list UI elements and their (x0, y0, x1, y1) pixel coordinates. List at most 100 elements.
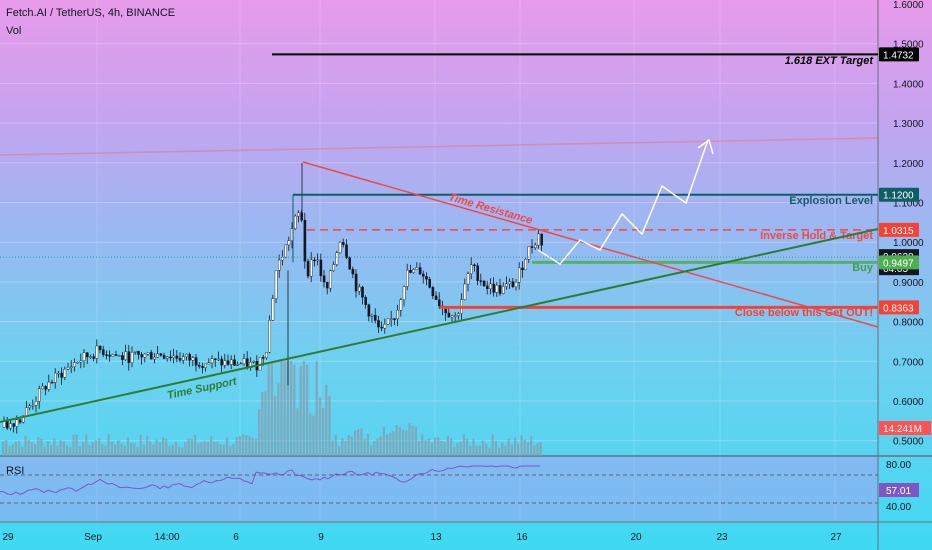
candle-body (383, 324, 387, 329)
volume-bar (171, 444, 174, 456)
candle-body (537, 233, 540, 246)
candle-body (185, 354, 188, 357)
volume-bar (472, 438, 475, 456)
candle-body (508, 281, 512, 285)
candle-body (188, 354, 192, 361)
candle-body (377, 320, 380, 328)
volume-bar (299, 366, 302, 456)
y-tick-label: 1.1000 (893, 199, 924, 210)
candle-body (303, 219, 307, 262)
y-tick-label: 1.4000 (893, 79, 924, 90)
countdown-value: 04:05 (883, 264, 908, 275)
buy-price-tag: 0.9497 (883, 258, 914, 269)
candle-body (101, 349, 105, 355)
volume-bar (296, 408, 299, 456)
candle-body (262, 357, 265, 359)
x-tick-label: 27 (830, 532, 842, 543)
candle-body (95, 345, 99, 359)
volume-bar (270, 361, 273, 456)
candle-body (361, 286, 364, 298)
volume-bar (158, 442, 161, 456)
y-tick-label: 1.3000 (893, 119, 924, 130)
volume-bar (18, 440, 21, 456)
rsi-line (0, 465, 540, 495)
candle-body (530, 246, 534, 248)
volume-bar (168, 446, 171, 456)
candle-body (12, 423, 16, 427)
candle-body (201, 366, 204, 368)
candle-body (76, 361, 79, 364)
candle-body (54, 372, 57, 383)
volume-bar (37, 437, 40, 456)
candle-body (114, 354, 118, 356)
volume-bar (123, 445, 126, 456)
symbol-title: Fetch.AI / TetherUS, 4h, BINANCE (6, 7, 176, 19)
volume-bar (117, 440, 120, 456)
candle-body (85, 352, 89, 358)
volume-bar (488, 447, 491, 456)
candle-body (473, 264, 476, 267)
volume-bar (242, 434, 245, 456)
volume-bar (261, 392, 264, 456)
volume-tag-bg (879, 421, 931, 435)
candle-body (351, 268, 355, 275)
volume-bar (446, 435, 449, 456)
inverse-hold-label: Inverse Hold & Target (760, 230, 873, 242)
volume-bars (2, 361, 542, 456)
projection-path (537, 139, 709, 265)
volume-bar (334, 434, 337, 456)
volume-bar (219, 444, 222, 456)
volume-bar (338, 445, 341, 456)
volume-bar (395, 425, 398, 456)
volume-bar (309, 413, 312, 456)
volume-bar (235, 437, 238, 456)
x-tick-label: 16 (516, 532, 528, 543)
volume-bar (94, 440, 97, 456)
candle-body (159, 353, 163, 356)
volume-bar (248, 435, 251, 456)
candle-body (50, 381, 54, 384)
candle-body (82, 352, 86, 361)
volume-bar (450, 437, 453, 456)
target-label: 1.618 EXT Target (785, 55, 875, 67)
candle-body (466, 273, 470, 285)
candle-body (505, 283, 508, 287)
volume-bar (443, 441, 446, 456)
candle-body (524, 259, 527, 271)
candle-body (402, 286, 406, 300)
getout-label: Close below this Get OUT! (735, 307, 873, 319)
candle-body (63, 368, 67, 378)
y-tick-label: 0.7000 (893, 357, 924, 368)
candle-body (514, 282, 518, 287)
volume-bar (341, 437, 344, 456)
x-tick-label: 13 (430, 532, 442, 543)
candle-body (156, 353, 160, 358)
explosion-price-tag: 1.1200 (883, 191, 914, 202)
candle-body (207, 362, 211, 365)
volume-bar (27, 439, 30, 456)
volume-bar (315, 361, 318, 456)
volume-bar (440, 440, 443, 456)
candle-body (428, 278, 432, 288)
volume-bar (216, 441, 219, 456)
volume-bar (414, 426, 417, 456)
volume-bar (469, 445, 472, 456)
volume-bar (232, 444, 235, 456)
time-resistance-label: Time Resistance (447, 191, 534, 226)
y-tick-label: 0.8000 (893, 318, 924, 329)
volume-bar (229, 446, 232, 456)
volume-bar (370, 445, 373, 456)
candle-body (540, 233, 543, 246)
volume-bar (520, 435, 523, 456)
candle-body (422, 273, 425, 277)
volume-bar (200, 441, 203, 456)
candle-body (492, 283, 496, 293)
candle-body (137, 351, 140, 355)
candle-body (121, 355, 124, 360)
volume-bar (434, 437, 437, 456)
volume-bar (24, 435, 27, 456)
candle-body (393, 318, 396, 320)
candle-body (313, 259, 316, 262)
candle-body (431, 287, 435, 297)
candle-body (454, 315, 457, 317)
